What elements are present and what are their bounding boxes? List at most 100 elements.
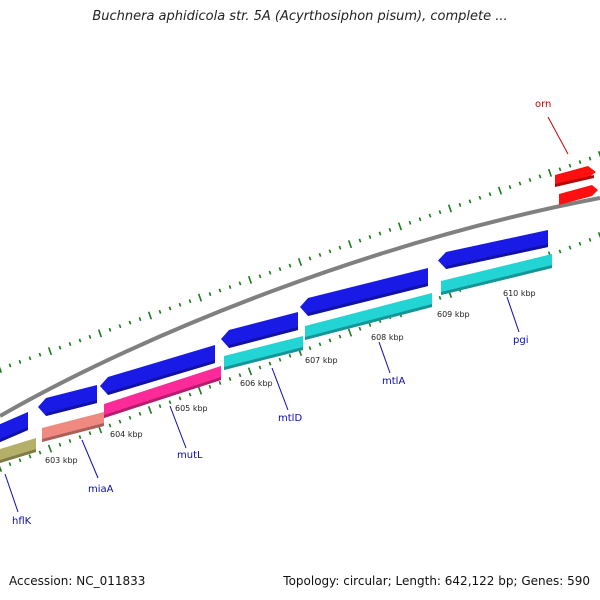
outer-tick-49 [488, 192, 492, 197]
outer-tick-58 [578, 160, 582, 165]
outer-tick-38 [378, 231, 382, 236]
gene-mtlA-shadow [305, 304, 432, 340]
outer-tick-29 [288, 263, 292, 268]
inner-tick-26 [258, 365, 262, 370]
kbp-label-5: 608 kbp [371, 333, 404, 342]
outer-tick-12 [118, 324, 122, 329]
kbp-label-4: 607 kbp [305, 356, 338, 365]
outer-tick-40 [397, 222, 403, 231]
gene-label-mtlD: mtlD [278, 413, 302, 424]
inner-tick-36 [358, 326, 362, 331]
gene-hflK-leader [4, 473, 19, 513]
outer-tick-5 [47, 347, 53, 356]
gene-label-group: hflK miaA mutL mtlD mtlA pgi orn [4, 99, 569, 527]
outer-tick-2 [18, 359, 22, 364]
gene-mtlD-leader [271, 367, 289, 411]
inner-tick-32 [318, 342, 322, 347]
inner-tick-19 [188, 392, 192, 397]
gene-pgi-shadow [441, 265, 552, 295]
outer-tick-37 [368, 235, 372, 239]
gene-hflK-feature [0, 438, 36, 463]
gene-mtlA-feature [305, 293, 432, 340]
inner-tick-7 [68, 439, 72, 443]
outer-tick-16 [158, 309, 162, 314]
outer-tick-27 [268, 270, 272, 275]
outer-tick-8 [78, 338, 82, 343]
kbp-label-6: 609 kbp [437, 310, 470, 319]
outer-tick-54 [538, 174, 542, 179]
gene-label-miaA: miaA [88, 484, 114, 495]
cds-forward-0-shadow [0, 427, 28, 443]
kbp-label-1: 604 kbp [110, 430, 143, 439]
inner-tick-3 [28, 454, 32, 459]
outer-tick-3 [28, 356, 32, 361]
gene-label-hflK: hflK [12, 516, 32, 527]
inner-tick-5 [47, 444, 53, 453]
outer-tick-7 [68, 342, 72, 346]
gene-mtlD-shadow [224, 347, 303, 370]
gene-orn-leader [547, 116, 569, 155]
outer-tick-4 [38, 352, 42, 357]
outer-tick-55 [547, 168, 553, 177]
outer-tick-42 [418, 217, 422, 222]
gene-hflK-shadow [0, 449, 36, 463]
outer-tick-44 [438, 210, 442, 215]
map-title: Buchnera aphidicola str. 5A (Acyrthosiph… [92, 9, 508, 24]
outer-tick-25 [247, 275, 253, 284]
outer-tick-60 [597, 150, 600, 158]
feature-tracks [0, 166, 598, 463]
kbp-label-3: 606 kbp [240, 379, 273, 388]
gene-pgi-leader [506, 296, 520, 333]
cds-forward-4 [300, 268, 428, 316]
gene-label-orn: orn [535, 99, 551, 110]
inner-tick-9 [88, 431, 92, 436]
outer-tick-33 [328, 249, 332, 254]
inner-tick-56 [558, 249, 562, 254]
inner-tick-21 [208, 384, 212, 389]
outer-tick-6 [58, 345, 62, 350]
inner-tick-13 [128, 415, 132, 420]
topology-summary: Topology: circular; Length: 642,122 bp; … [283, 574, 590, 588]
outer-tick-53 [528, 178, 532, 182]
outer-tick-41 [408, 220, 412, 225]
outer-tick-28 [278, 267, 282, 272]
cds-forward-3 [221, 312, 298, 348]
inner-tick-28 [278, 357, 282, 362]
outer-tick-20 [197, 293, 203, 302]
outer-tick-43 [428, 213, 432, 218]
inner-tick-22 [218, 381, 222, 385]
inner-tick-8 [78, 435, 82, 439]
inner-tick-15 [147, 406, 153, 414]
outer-tick-32 [318, 252, 322, 257]
outer-tick-48 [478, 195, 482, 200]
cds-forward-1-shadow [46, 400, 97, 416]
gene-mtlD-feature [224, 336, 303, 370]
inner-tick-25 [247, 367, 253, 376]
gene-label-mtlA: mtlA [382, 376, 405, 387]
gene-orn-shadow [555, 175, 594, 187]
inner-tick-24 [238, 373, 242, 378]
inner-tick-29 [288, 353, 292, 358]
outer-tick-13 [128, 320, 132, 325]
kbp-label-2: 605 kbp [175, 404, 208, 413]
kbp-label-group: 603 kbp 604 kbp 605 kbp 606 kbp 607 kbp 608 k… [45, 289, 536, 465]
gene-mutL-leader [169, 405, 187, 449]
inner-tick-20 [197, 386, 203, 395]
outer-tick-56 [558, 167, 562, 172]
outer-tick-31 [308, 256, 312, 261]
gene-miaA-feature [42, 412, 104, 442]
inner-tick-59 [588, 237, 592, 242]
outer-tick-ring [0, 150, 600, 374]
outer-tick-24 [238, 281, 242, 286]
outer-tick-30 [297, 257, 303, 267]
outer-tick-39 [388, 227, 392, 232]
cds-forward-2 [100, 345, 215, 395]
outer-tick-35 [347, 240, 353, 249]
outer-tick-36 [358, 238, 362, 243]
inner-tick-2 [18, 458, 22, 463]
gene-miaA-shadow [42, 423, 104, 442]
inner-tick-37 [368, 323, 372, 327]
inner-tick-31 [308, 346, 312, 351]
